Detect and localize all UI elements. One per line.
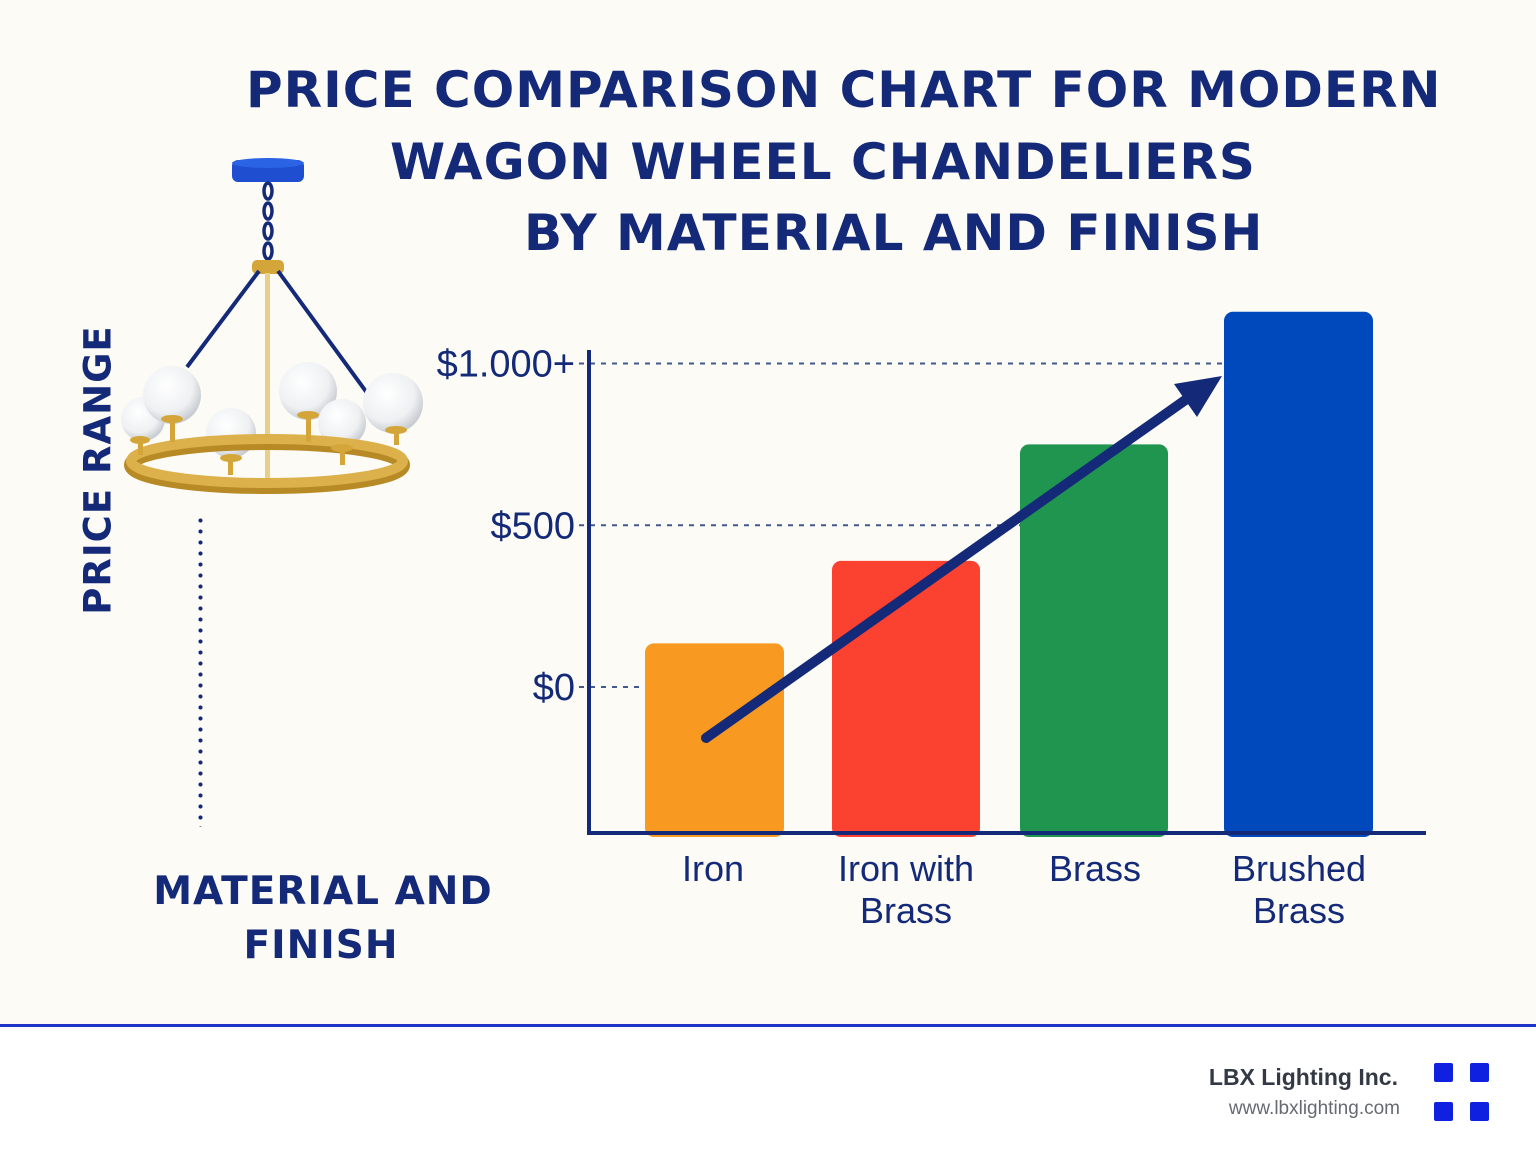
footer-divider [0,1024,1536,1027]
x-axis-title-line-2: FINISH [243,923,399,968]
y-tick-label-0: $0 [533,667,575,709]
x-tick-label-0: Iron [682,848,744,889]
bar-3 [1224,311,1373,837]
axes [587,350,1426,835]
dotted-guide-line [198,515,203,827]
bar-chart: $0 $500 $1.000+ Iron Iron with Brass Brass Brus… [437,311,1426,932]
bar-0 [645,643,784,837]
wagon-wheel-chandelier-icon [121,158,423,494]
axis-labels: $0 $500 $1.000+ Iron Iron with Brass Brass Brus… [437,344,1366,932]
x-tick-label-2: Brass [1049,848,1141,889]
chart-title-line-1: PRICE COMPARISON CHART FOR MODERN [246,61,1442,119]
chart-title-line-3: BY MATERIAL AND FINISH [524,204,1264,262]
bar-2 [1020,444,1168,837]
footer-url[interactable]: www.lbxlighting.com [1228,1098,1400,1119]
y-tick-label-1: $500 [490,505,575,547]
bar-1 [832,560,980,837]
four-squares-logo-icon [1432,1061,1492,1123]
bars [645,311,1373,837]
x-tick-label-3: Brushed Brass [1232,848,1366,931]
trend-arrow-shaft [701,391,1196,743]
trend-arrow-head [1174,376,1222,417]
x-axis-title-line-1: MATERIAL AND [153,869,493,914]
footer-company-name: LBX Lighting Inc. [1208,1064,1398,1090]
chart-title-line-2: WAGON WHEEL CHANDELIERS [390,133,1256,191]
y-tick-label-2: $1.000+ [437,344,575,386]
x-tick-label-1: Iron with Brass [838,848,974,931]
trend-arrow [701,376,1222,743]
